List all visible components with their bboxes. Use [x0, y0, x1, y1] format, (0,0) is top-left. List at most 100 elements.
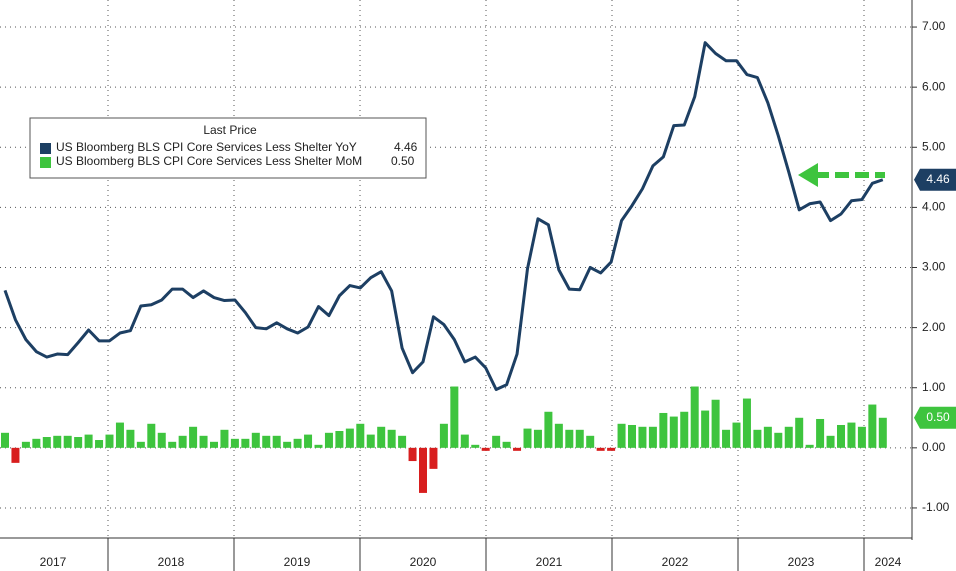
legend-value: 0.50 [391, 154, 415, 168]
bar [680, 411, 689, 448]
bar [105, 434, 114, 448]
y-tick-label: 5.00 [922, 139, 946, 153]
y-tick-label: 4.00 [922, 200, 946, 214]
legend-value: 4.46 [394, 140, 418, 154]
y-tick-label: 6.00 [922, 79, 946, 93]
bar [471, 444, 480, 448]
y-tick-label: 3.00 [922, 260, 946, 274]
bar [63, 435, 72, 448]
legend-entry: US Bloomberg BLS CPI Core Services Less … [56, 154, 362, 168]
bar [826, 435, 835, 448]
arrow-annotation [798, 163, 885, 187]
bar [816, 418, 825, 448]
bar [774, 432, 783, 448]
value-badge [914, 406, 956, 429]
bar [95, 440, 104, 448]
value-badge-label: 0.50 [926, 410, 950, 424]
bar [84, 434, 93, 448]
bar [554, 423, 563, 448]
bar [387, 429, 396, 448]
bar [356, 423, 365, 448]
bar [32, 438, 41, 448]
bar [690, 386, 699, 448]
legend-swatch [40, 143, 51, 154]
bar [513, 447, 522, 451]
x-tick-label: 2022 [662, 555, 689, 569]
bar [283, 441, 292, 448]
bar [293, 438, 302, 448]
bar [21, 441, 30, 448]
bar [199, 435, 208, 448]
bar [429, 447, 438, 469]
bar [126, 429, 135, 448]
bar [147, 423, 156, 448]
bar [701, 410, 710, 448]
bar [628, 424, 636, 448]
x-tick-label: 2018 [158, 555, 185, 569]
bar [398, 435, 407, 448]
legend-title: Last Price [203, 123, 257, 137]
bar [1, 432, 9, 448]
bar [784, 426, 793, 448]
bar [42, 437, 51, 448]
bar [408, 447, 417, 462]
y-tick-label: -1.00 [922, 500, 950, 514]
bar [502, 441, 511, 448]
bar [659, 412, 668, 448]
bar [210, 441, 218, 448]
bar [711, 399, 720, 448]
bar [492, 435, 501, 448]
bar [565, 429, 574, 448]
bar [878, 417, 887, 448]
bar [837, 424, 845, 448]
plot-layer [0, 0, 912, 538]
bar [419, 447, 427, 493]
bar [157, 432, 166, 448]
bar [805, 444, 814, 448]
bar [617, 423, 626, 448]
bar [168, 441, 177, 448]
y-tick-label: 2.00 [922, 320, 946, 334]
bar [115, 422, 124, 448]
bar [638, 426, 647, 448]
bar [450, 386, 459, 448]
legend-swatch [40, 157, 51, 168]
bar [304, 434, 313, 448]
bar [533, 429, 542, 448]
legend-box [29, 117, 427, 179]
bar [366, 434, 375, 448]
bar [335, 431, 344, 448]
bar [189, 426, 198, 448]
bar [178, 435, 187, 448]
x-tick-label: 2020 [410, 555, 437, 569]
bar [74, 437, 83, 448]
bar [230, 438, 239, 448]
bar [460, 434, 469, 448]
bar [857, 426, 866, 448]
bar [795, 417, 804, 448]
x-tick-label: 2017 [40, 555, 67, 569]
bar [742, 398, 751, 448]
bar [53, 435, 62, 448]
value-badge-label: 4.46 [926, 172, 950, 186]
bar [136, 441, 145, 448]
bar [586, 435, 595, 448]
bar [314, 444, 323, 448]
legend: Last Price US Bloomberg BLS CPI Core Ser… [29, 117, 427, 179]
bar [753, 429, 762, 448]
y-tick-label: 1.00 [922, 380, 946, 394]
bar [345, 428, 354, 448]
bar [722, 429, 731, 448]
bar [272, 435, 281, 448]
bar [669, 416, 678, 448]
bar [439, 423, 448, 448]
bar [523, 428, 532, 448]
bar [868, 404, 877, 448]
value-badge [914, 168, 956, 191]
x-tick-label: 2023 [788, 555, 815, 569]
bar [262, 435, 271, 448]
bar [763, 426, 772, 448]
legend-entry: US Bloomberg BLS CPI Core Services Less … [56, 140, 357, 154]
